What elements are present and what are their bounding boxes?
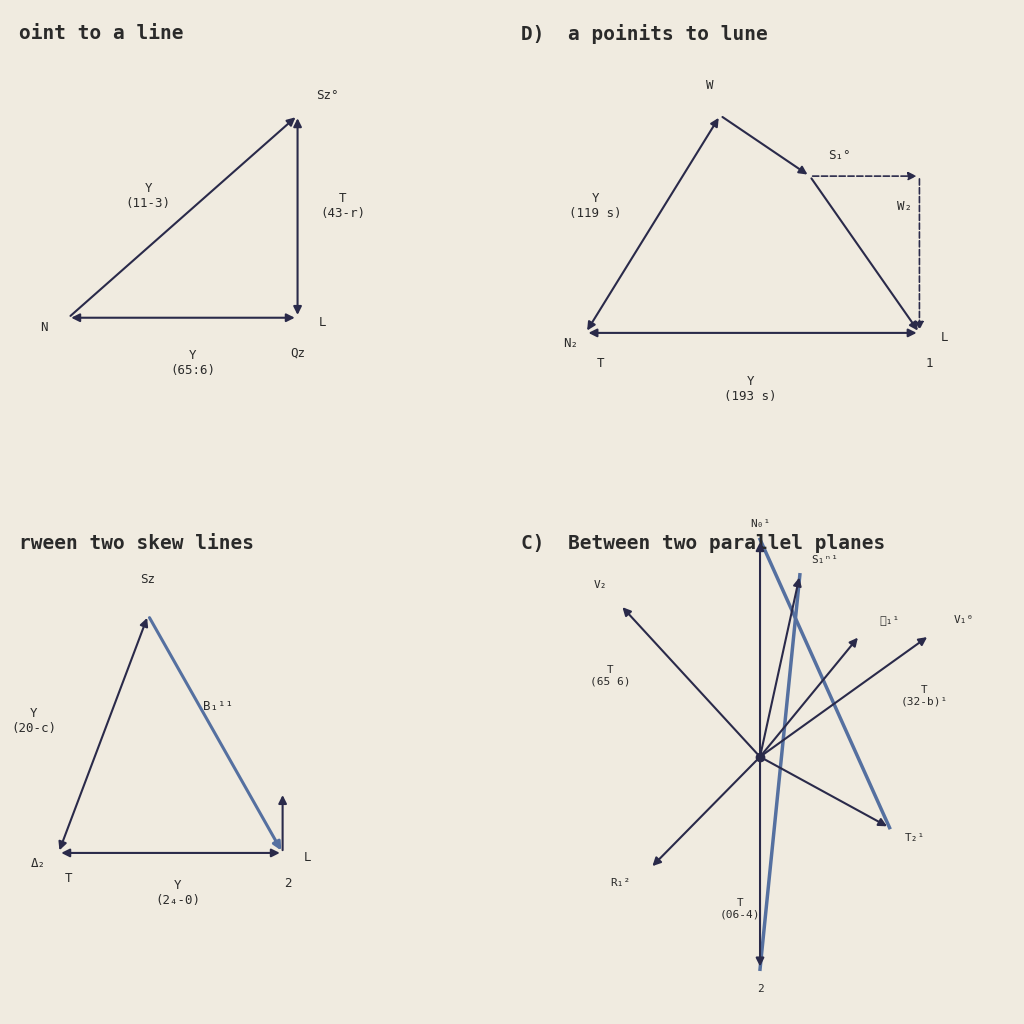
Text: Qz: Qz: [290, 347, 305, 359]
Text: T: T: [597, 356, 604, 370]
Text: Y
(119 s): Y (119 s): [569, 193, 622, 220]
Text: T₂¹: T₂¹: [904, 833, 925, 843]
Text: L: L: [304, 852, 311, 864]
Text: D)  a poinits to lune: D) a poinits to lune: [521, 25, 768, 44]
Text: L: L: [941, 332, 948, 344]
Text: Y
(20-c): Y (20-c): [11, 708, 56, 735]
Text: T
(65 6): T (65 6): [590, 666, 631, 687]
Text: Δ₂: Δ₂: [31, 856, 46, 869]
Text: T
(32-b)¹: T (32-b)¹: [901, 685, 948, 707]
Text: Y
(65:6): Y (65:6): [170, 349, 215, 377]
Text: Sz°: Sz°: [316, 89, 339, 101]
Text: Y
(193 s): Y (193 s): [724, 375, 776, 402]
Text: L: L: [318, 316, 327, 330]
Text: 1: 1: [926, 356, 933, 370]
Text: W₂: W₂: [897, 200, 912, 213]
Text: N₂: N₂: [563, 337, 579, 349]
Text: T
(43-r): T (43-r): [319, 193, 365, 220]
Text: V₂: V₂: [594, 580, 607, 590]
Text: Sz: Sz: [140, 573, 156, 587]
Text: ℓ₁¹: ℓ₁¹: [880, 615, 900, 626]
Text: oint to a line: oint to a line: [18, 25, 183, 43]
Text: B₁¹¹: B₁¹¹: [203, 699, 232, 713]
Text: N₀¹: N₀¹: [750, 519, 770, 529]
Text: Y
(11-3): Y (11-3): [126, 182, 171, 210]
Text: W: W: [707, 79, 714, 91]
Text: C)  Between two parallel planes: C) Between two parallel planes: [521, 535, 885, 553]
Text: 2: 2: [284, 877, 292, 890]
Text: T
(06-4): T (06-4): [720, 898, 761, 920]
Text: rween two skew lines: rween two skew lines: [18, 535, 254, 553]
Text: T: T: [65, 871, 72, 885]
Text: Y
(2₄-0): Y (2₄-0): [156, 880, 201, 907]
Text: V₁⁰: V₁⁰: [954, 615, 975, 626]
Text: N: N: [40, 322, 47, 335]
Text: S₁ⁿ¹: S₁ⁿ¹: [811, 555, 839, 564]
Text: R₁²: R₁²: [610, 879, 631, 888]
Text: S₁°: S₁°: [828, 150, 851, 163]
Text: 2: 2: [757, 984, 764, 994]
